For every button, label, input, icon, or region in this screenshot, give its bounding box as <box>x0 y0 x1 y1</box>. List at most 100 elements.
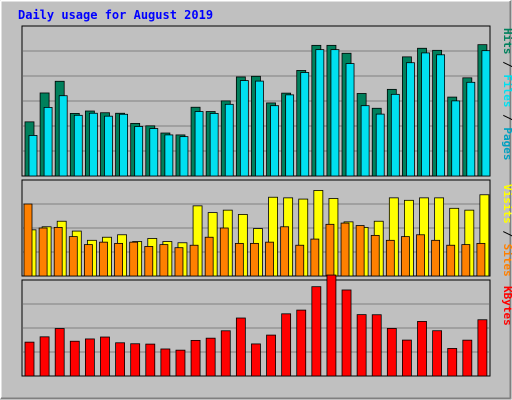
bar-sites-day-23 <box>355 225 365 277</box>
bar-kbytes-day-16 <box>251 343 261 377</box>
bar-files-day-16 <box>255 80 264 177</box>
bar-kbytes-day-13 <box>205 337 216 377</box>
bar-files-day-3 <box>58 95 68 177</box>
bar-sites-day-15 <box>234 242 244 277</box>
bar-files-day-14 <box>224 103 234 177</box>
bar-files-day-24 <box>375 113 385 177</box>
bar-sites-day-25 <box>385 239 395 277</box>
bar-files-day-6 <box>104 115 113 177</box>
bar-sites-day-3 <box>53 226 63 277</box>
bar-files-day-1 <box>28 135 38 177</box>
bar-sites-day-6 <box>99 241 108 277</box>
bar-kbytes-day-22 <box>341 289 352 377</box>
bar-kbytes-day-28 <box>432 330 443 377</box>
bar-kbytes-day-4 <box>69 340 80 377</box>
bar-kbytes-day-2 <box>39 336 50 377</box>
bar-sites-day-27 <box>416 234 425 277</box>
legend-part: / <box>501 224 512 244</box>
bar-sites-day-17 <box>265 241 274 277</box>
bar-files-day-20 <box>315 49 325 177</box>
bar-files-day-4 <box>73 114 83 177</box>
bar-sites-day-13 <box>204 236 214 277</box>
bar-files-day-31 <box>481 50 491 177</box>
bar-files-day-30 <box>466 81 476 177</box>
legend-part: Visits <box>501 184 512 224</box>
bar-sites-day-28 <box>431 239 441 277</box>
bar-kbytes-day-5 <box>84 338 95 377</box>
bar-sites-day-2 <box>38 227 48 277</box>
legend-part: Pages <box>501 127 512 160</box>
legend-part: Sites <box>501 244 512 277</box>
bar-sites-day-18 <box>280 226 290 277</box>
bar-sites-day-31 <box>476 242 486 277</box>
bar-sites-day-14 <box>219 227 229 277</box>
bar-sites-day-20 <box>310 238 320 277</box>
bar-files-day-12 <box>194 111 204 177</box>
bar-kbytes-day-3 <box>54 328 65 377</box>
bar-sites-day-8 <box>129 241 139 277</box>
bar-files-day-22 <box>345 63 355 177</box>
bar-files-day-27 <box>421 52 430 177</box>
bar-kbytes-day-15 <box>235 317 246 377</box>
bar-files-day-26 <box>406 62 415 177</box>
bar-kbytes-day-24 <box>371 314 382 377</box>
bar-files-day-2 <box>43 107 53 177</box>
bar-sites-day-10 <box>159 244 169 277</box>
bar-sites-day-30 <box>461 244 471 277</box>
legend-part: / <box>501 55 512 75</box>
bar-kbytes-day-26 <box>402 339 412 377</box>
bar-kbytes-day-1 <box>24 341 35 377</box>
bar-sites-day-11 <box>174 247 184 277</box>
bar-sites-day-29 <box>446 244 456 277</box>
legend-kbytes: KBytes <box>501 286 512 326</box>
legend-part: KBytes <box>501 286 512 326</box>
legend-sites-visits: Visits / Sites <box>501 184 512 277</box>
bar-files-day-25 <box>390 93 400 177</box>
bar-kbytes-day-12 <box>190 339 201 377</box>
bar-kbytes-day-25 <box>386 328 397 377</box>
bar-kbytes-day-19 <box>296 309 307 377</box>
bar-files-day-5 <box>88 112 98 177</box>
bar-sites-day-22 <box>340 222 350 277</box>
bar-kbytes-day-8 <box>130 343 141 377</box>
bar-kbytes-day-14 <box>220 330 231 377</box>
legend-part: / <box>501 108 512 128</box>
bar-files-day-13 <box>209 113 219 177</box>
bar-files-day-8 <box>134 126 144 177</box>
bar-files-day-29 <box>451 100 461 177</box>
bar-kbytes-day-27 <box>417 321 427 377</box>
bar-sites-day-12 <box>189 244 199 277</box>
bar-sites-day-16 <box>250 242 259 277</box>
bar-files-day-19 <box>300 72 310 177</box>
bar-files-day-15 <box>239 80 249 177</box>
bar-files-day-18 <box>285 94 295 177</box>
bar-kbytes-day-18 <box>281 313 292 377</box>
bar-files-day-9 <box>149 128 159 177</box>
bar-files-day-11 <box>179 136 189 177</box>
bar-kbytes-day-6 <box>100 336 110 377</box>
bar-kbytes-day-20 <box>311 286 322 377</box>
bar-sites-day-26 <box>401 236 410 277</box>
bar-sites-day-4 <box>68 236 78 277</box>
bar-sites-day-24 <box>370 234 380 277</box>
bar-kbytes-day-7 <box>115 342 125 377</box>
bar-files-day-28 <box>436 54 446 177</box>
chart-title: Daily usage for August 2019 <box>18 8 213 22</box>
bar-kbytes-day-31 <box>477 319 488 377</box>
legend-part: Files <box>501 74 512 107</box>
bar-kbytes-day-11 <box>175 349 186 377</box>
bar-sites-day-9 <box>144 246 154 277</box>
bar-sites-day-19 <box>295 244 305 277</box>
legend-pages-files-hits: Hits / Files / Pages <box>501 28 512 161</box>
bar-kbytes-day-29 <box>447 348 458 377</box>
bar-sites-day-21 <box>325 223 335 277</box>
bar-kbytes-day-17 <box>266 334 276 377</box>
bar-files-day-7 <box>119 113 128 177</box>
bar-files-day-21 <box>330 49 340 177</box>
bar-kbytes-day-10 <box>160 348 171 377</box>
bar-kbytes-day-23 <box>356 314 367 377</box>
bar-kbytes-day-21 <box>326 274 337 377</box>
bar-sites-day-5 <box>83 244 93 277</box>
